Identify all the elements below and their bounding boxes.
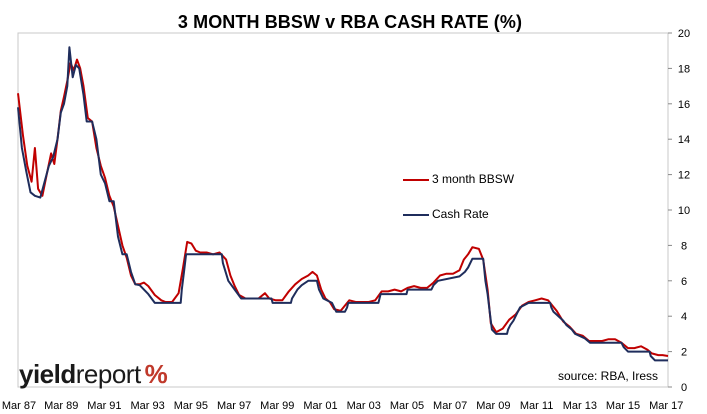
legend-swatch-cash-rate [403, 213, 429, 216]
series-lines [17, 46, 669, 362]
x-tick-label: Mar 11 [520, 400, 553, 412]
chart-title: 3 MONTH BBSW v RBA CASH RATE (%) [177, 12, 523, 32]
x-tick-label: Mar 93 [131, 400, 165, 412]
x-tick-label: Mar 05 [390, 400, 424, 412]
y-tick-label: 0 [681, 382, 687, 394]
x-axis-ticks: Mar 87 Mar 89 Mar 91 Mar 93 Mar 95 Mar 97 Mar … [2, 400, 684, 412]
y-tick-label: 16 [678, 99, 690, 111]
x-tick-label: Mar 13 [563, 400, 597, 412]
x-tick-label: Mar 15 [606, 400, 640, 412]
legend-item-cash-rate: Cash Rate [403, 207, 489, 221]
y-tick-label: 8 [681, 240, 687, 252]
x-tick-label: Mar 89 [44, 400, 78, 412]
y-tick-label: 2 [681, 347, 687, 359]
legend-label-cash-rate: Cash Rate [432, 207, 489, 221]
source-note: source: RBA, Iress [558, 369, 659, 383]
x-tick-label: Mar 87 [2, 400, 36, 412]
logo-part-report: report [75, 359, 141, 389]
x-tick-label: Mar 97 [217, 400, 251, 412]
logo-part-yield: yield [19, 359, 76, 389]
y-tick-label: 20 [678, 28, 690, 40]
x-tick-label: Mar 95 [174, 400, 208, 412]
x-tick-label: Mar 17 [649, 400, 683, 412]
series-line-bbsw [17, 58, 669, 357]
x-tick-label: Mar 07 [433, 400, 467, 412]
x-tick-label: Mar 09 [476, 400, 510, 412]
logo-percent-icon: % [144, 359, 168, 389]
legend-label-bbsw: 3 month BBSW [432, 172, 515, 186]
y-tick-label: 4 [681, 311, 687, 323]
y-axis-ticks: 0 2 4 6 8 10 12 14 16 18 20 [668, 28, 690, 394]
x-tick-label: Mar 91 [87, 400, 121, 412]
series-line-cash-rate [17, 46, 668, 362]
plot-area [17, 32, 669, 388]
x-tick-label: Mar 01 [303, 400, 337, 412]
y-tick-label: 6 [681, 276, 687, 288]
y-tick-label: 12 [678, 170, 690, 182]
x-tick-label: Mar 03 [347, 400, 381, 412]
y-tick-label: 18 [678, 63, 690, 75]
legend-swatch-bbsw [403, 178, 429, 181]
legend-item-bbsw: 3 month BBSW [403, 172, 514, 186]
y-tick-label: 14 [678, 134, 690, 146]
yieldreport-logo: yieldreport% [19, 359, 168, 389]
y-tick-label: 10 [678, 205, 690, 217]
x-tick-label: Mar 99 [260, 400, 294, 412]
